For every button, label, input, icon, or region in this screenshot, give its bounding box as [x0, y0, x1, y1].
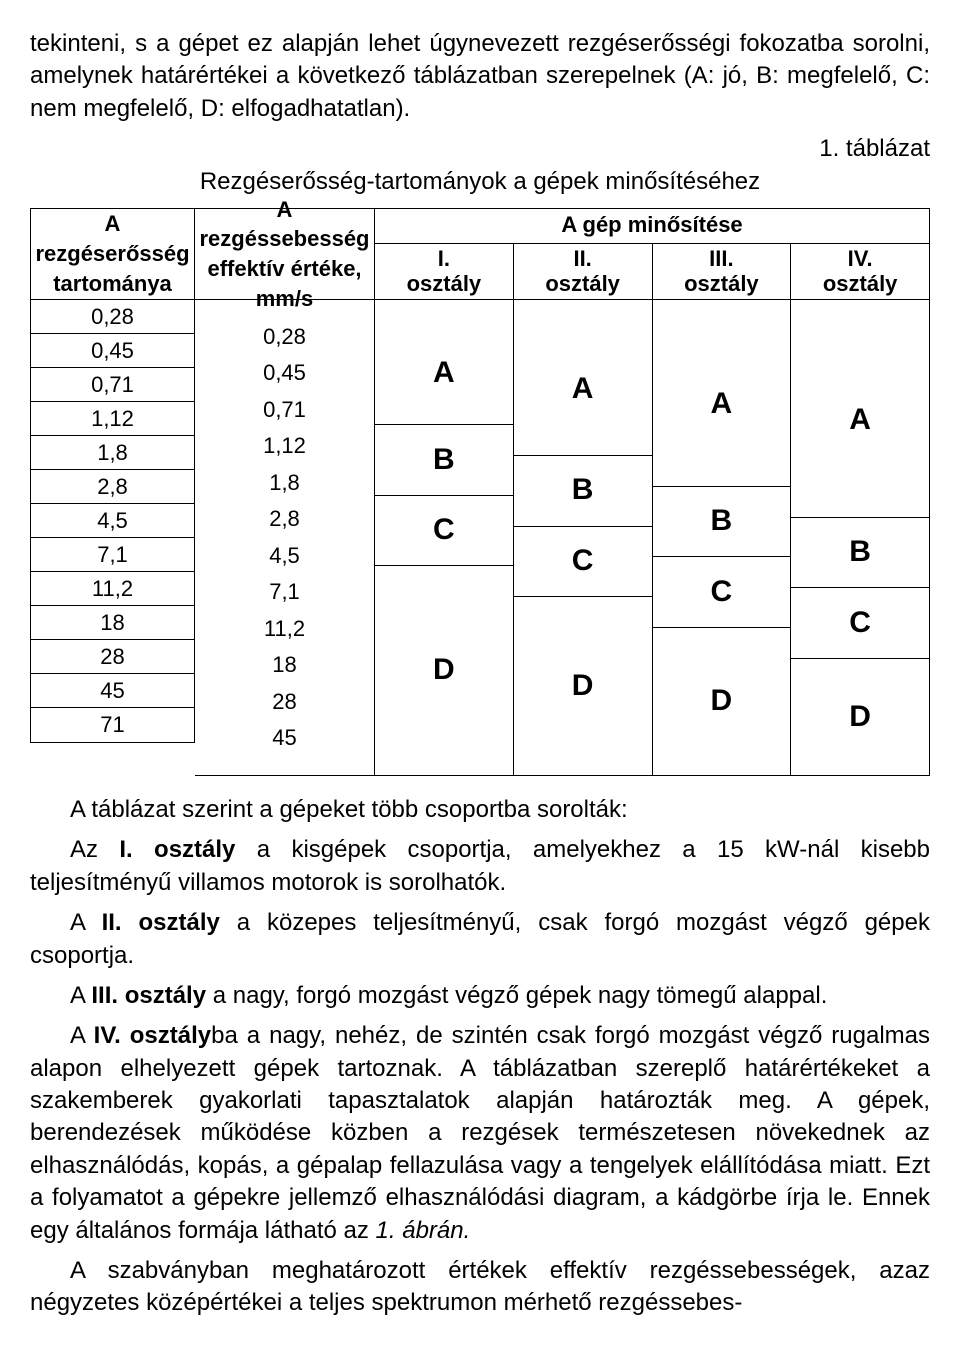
range-value: 1,8: [31, 436, 194, 470]
t: a nagy, forgó mozgást végző gépek nagy t…: [206, 982, 827, 1009]
para-standard-note: A szabványban meghatározott értékek effe…: [30, 1255, 930, 1320]
classification-body: ABCDABCDABCDABCD: [375, 300, 930, 776]
col-range-body: 0,280,450,711,121,82,84,57,111,218284571: [30, 300, 195, 743]
class-header: III.osztály: [653, 244, 792, 300]
t: A: [70, 982, 91, 1009]
speed-value: 1,12: [195, 428, 374, 465]
range-value: 7,1: [31, 538, 194, 572]
label: II. osztály: [102, 909, 220, 936]
class-column: ABCD: [791, 300, 930, 776]
class-band: D: [375, 566, 513, 775]
speed-value: 0,71: [195, 391, 374, 428]
classification-super-header: A gép minősítése: [375, 208, 930, 244]
range-value: 0,71: [31, 368, 194, 402]
col-speed-header: A rezgéssebesség effektív értéke, mm/s: [195, 208, 375, 300]
table-caption: 1. táblázat Rezgéserősség-tartományok a …: [30, 133, 930, 198]
class-band: A: [375, 323, 513, 425]
para-groups-intro: A táblázat szerint a gépeket több csopor…: [30, 794, 930, 826]
speed-value: 18: [195, 647, 374, 684]
label: III. osztály: [91, 982, 206, 1009]
range-value: 0,45: [31, 334, 194, 368]
speed-value: 0,45: [195, 355, 374, 392]
range-value: 2,8: [31, 470, 194, 504]
para-class-3: A III. osztály a nagy, forgó mozgást vég…: [30, 980, 930, 1012]
range-value: 71: [31, 708, 194, 742]
range-value: 1,12: [31, 402, 194, 436]
col-classification: A gép minősítése I.osztályII.osztályIII.…: [375, 208, 930, 776]
classification-labels: I.osztályII.osztályIII.osztályIV.osztály: [375, 244, 930, 300]
caption-title: Rezgéserősség-tartományok a gépek minősí…: [30, 166, 930, 198]
class-band: D: [791, 659, 929, 775]
class-column: ABCD: [514, 300, 653, 776]
class-header: II.osztály: [514, 244, 653, 300]
col-range-header: A rezgéserősség tartománya: [30, 208, 195, 300]
range-value: 0,28: [31, 300, 194, 334]
class-band: D: [514, 597, 652, 775]
class-band: B: [514, 456, 652, 527]
class-band: C: [653, 557, 791, 628]
class-band: B: [791, 518, 929, 589]
t: Az: [70, 836, 119, 863]
class-header: I.osztály: [375, 244, 514, 300]
speed-value: 4,5: [195, 537, 374, 574]
class-band: A: [653, 323, 791, 486]
class-band: C: [791, 588, 929, 659]
speed-value: 28: [195, 684, 374, 721]
col-range: A rezgéserősség tartománya 0,280,450,711…: [30, 208, 195, 776]
class-band: A: [514, 323, 652, 455]
vibration-classification-table: A rezgéserősség tartománya 0,280,450,711…: [30, 208, 930, 776]
speed-value: 0,28: [195, 318, 374, 355]
range-value: 4,5: [31, 504, 194, 538]
figure-ref: 1. ábrán.: [376, 1217, 471, 1244]
para-class-1: Az I. osztály a kisgépek csoportja, amel…: [30, 834, 930, 899]
class-band: D: [653, 628, 791, 775]
speed-value: 1,8: [195, 464, 374, 501]
class-band: C: [514, 527, 652, 598]
class-column: ABCD: [375, 300, 514, 776]
range-value: 11,2: [31, 572, 194, 606]
t: A: [70, 909, 102, 936]
class-band: B: [653, 487, 791, 558]
class-band: C: [375, 496, 513, 567]
label: IV. osztály: [94, 1022, 211, 1049]
range-value: 28: [31, 640, 194, 674]
label: I. osztály: [119, 836, 235, 863]
speed-value: 7,1: [195, 574, 374, 611]
para-class-2: A II. osztály a közepes teljesítményű, c…: [30, 907, 930, 972]
class-header: IV.osztály: [791, 244, 930, 300]
class-band: A: [791, 323, 929, 517]
class-band: B: [375, 425, 513, 496]
col-speed: A rezgéssebesség effektív értéke, mm/s 0…: [195, 208, 375, 776]
class-column: ABCD: [653, 300, 792, 776]
range-value: 18: [31, 606, 194, 640]
caption-number: 1. táblázat: [30, 133, 930, 165]
range-value: 45: [31, 674, 194, 708]
t: ba a nagy, nehéz, de szintén csak forgó …: [30, 1022, 930, 1243]
intro-paragraph: tekinteni, s a gépet ez alapján lehet úg…: [30, 28, 930, 125]
speed-value: 11,2: [195, 610, 374, 647]
t: A: [70, 1022, 94, 1049]
col-speed-body: 0,280,450,711,121,82,84,57,111,2182845: [195, 300, 375, 776]
speed-value: 45: [195, 720, 374, 757]
para-class-4: A IV. osztályba a nagy, nehéz, de szinté…: [30, 1020, 930, 1247]
speed-value: 2,8: [195, 501, 374, 538]
